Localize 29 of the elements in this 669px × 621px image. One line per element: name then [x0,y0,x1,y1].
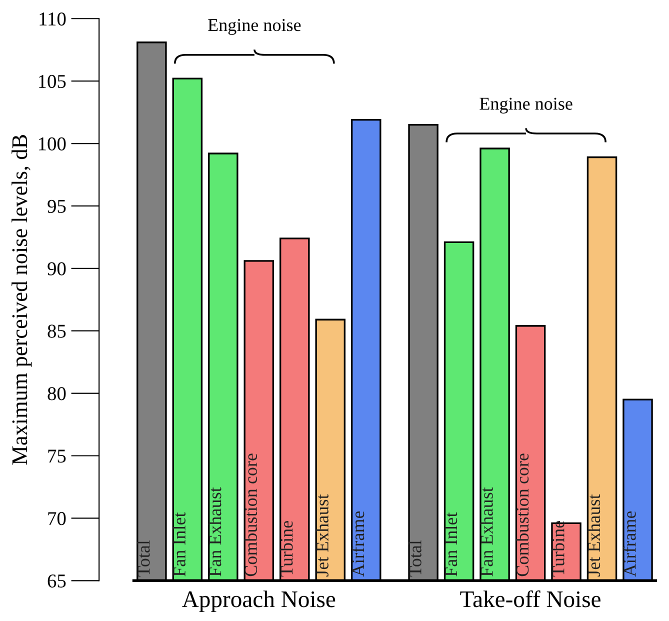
y-axis-title: Maximum perceived noise levels, dB [12,135,32,465]
x-tick-label: Fan Inlet [444,512,458,576]
text: Approach Noise [182,590,336,612]
y-tick-label: 85 [48,324,66,338]
x-tick-label: Turbine [280,520,293,577]
y-tick-label: 95 [48,200,66,213]
x-tick-label: Airframe [622,511,636,577]
y-tick-label: 90 [48,262,66,276]
x-tick-label: Airframe [351,511,364,577]
text: Take-off Noise [460,590,600,608]
x-tick-label: Jet Exhaust [316,494,328,577]
x-tick-label: Fan Inlet [172,512,186,576]
x-tick-label: Combustion core [244,454,257,576]
y-tick-label: 80 [48,387,66,400]
x-tick-label: Total [408,540,422,577]
y-tick-label: 105 [38,74,66,88]
x-tick-label: Turbine [552,520,564,577]
x-tick-label: Jet Exhaust [587,494,600,577]
y-tick-label: 110 [40,12,66,26]
y-tick-label: 100 [38,137,66,150]
y-tick-label: 75 [48,450,66,463]
x-tick-label: Fan Exhaust [208,487,222,576]
annotation: Engine noise [208,19,301,35]
x-tick-label: Fan Exhaust [480,487,493,576]
x-tick-label: Total [137,540,150,577]
y-tick-label: 65 [48,574,66,588]
y-tick-label: 70 [48,512,66,526]
x-tick-label: Combustion core [516,454,529,576]
annotation: Engine noise [480,98,572,114]
